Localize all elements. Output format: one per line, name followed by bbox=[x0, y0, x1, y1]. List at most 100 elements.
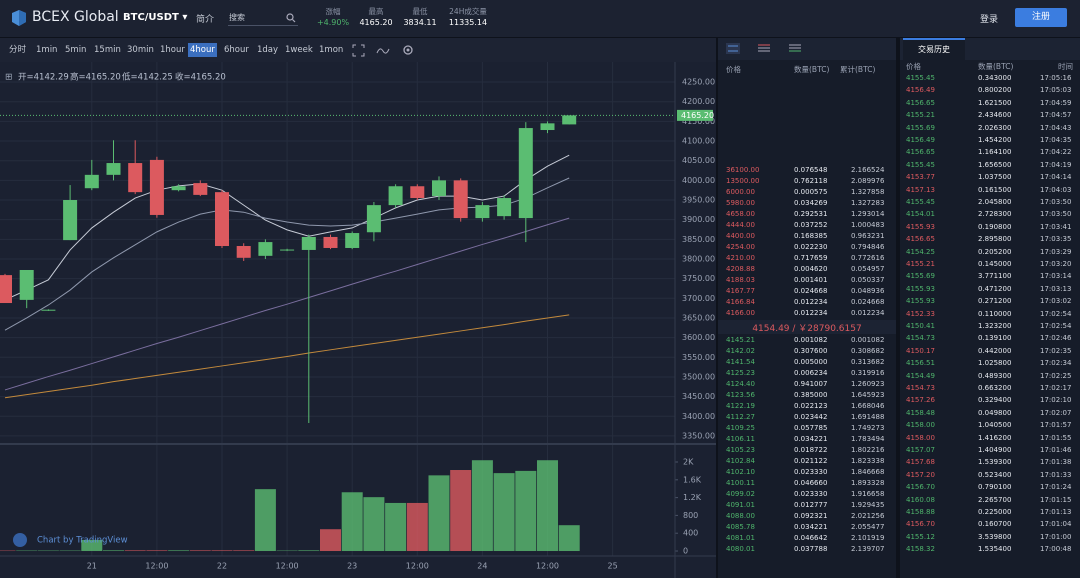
interval-button[interactable]: 分时 bbox=[9, 45, 27, 55]
ask-cell: 4254.00 bbox=[726, 243, 755, 251]
ask-cell: 0.054957 bbox=[851, 265, 885, 273]
interval-button[interactable]: 15min bbox=[94, 45, 121, 55]
view-asks[interactable] bbox=[758, 44, 770, 52]
pair-selector[interactable]: BTC/USDT ▾ bbox=[123, 12, 188, 23]
logo-icon bbox=[12, 10, 26, 26]
bid-cell: 0.001082 bbox=[794, 336, 828, 344]
login[interactable]: 登录 bbox=[980, 15, 999, 25]
trade-tabs: 交易历史 bbox=[900, 38, 1080, 60]
intro-link[interactable]: 简介 bbox=[196, 15, 215, 25]
interval-button[interactable]: 6hour bbox=[224, 45, 249, 55]
volume-tick-label: 1.6K bbox=[683, 475, 702, 484]
trade-tab[interactable]: 交易历史 bbox=[903, 38, 965, 60]
trade-cell: 17:03:20 bbox=[1040, 260, 1072, 268]
interval-button[interactable]: 4hour bbox=[188, 43, 217, 57]
trade-cell: 17:03:29 bbox=[1040, 247, 1072, 256]
trade-cell: 17:01:46 bbox=[1040, 446, 1072, 454]
trade-cell: 1.621500 bbox=[978, 98, 1012, 107]
logo-text[interactable]: BCEX Global bbox=[32, 9, 119, 25]
view-bids[interactable] bbox=[789, 44, 801, 52]
volume-bar bbox=[103, 550, 124, 552]
bid-cell: 4105.23 bbox=[726, 446, 755, 454]
ask-cell: 0.772616 bbox=[851, 254, 885, 262]
trade-cell: 2.895800 bbox=[978, 235, 1012, 244]
trade-cell: 4160.08 bbox=[906, 495, 935, 504]
candle-body bbox=[106, 163, 121, 175]
interval-button[interactable]: 1mon bbox=[319, 45, 344, 55]
candle-body bbox=[540, 123, 555, 131]
trade-cell: 17:01:57 bbox=[1040, 421, 1072, 430]
trade-cell: 0.471200 bbox=[978, 284, 1012, 293]
candle-body bbox=[63, 200, 78, 241]
view-both[interactable] bbox=[726, 43, 740, 54]
bid-cell: 4091.01 bbox=[726, 501, 755, 509]
register-button[interactable]: 注册 bbox=[1015, 8, 1067, 27]
ohlc-icon: ⊞ bbox=[5, 73, 13, 83]
bid-cell: 0.057785 bbox=[794, 424, 828, 432]
trade-cell: 0.139100 bbox=[978, 334, 1012, 343]
y-tick-label: 3900.00 bbox=[682, 215, 715, 224]
bid-cell: 0.307600 bbox=[794, 347, 828, 355]
trade-cell: 17:01:15 bbox=[1040, 495, 1072, 504]
ohlc-text: 开=4142.29 bbox=[18, 73, 69, 83]
toolbar-icons bbox=[352, 44, 413, 57]
bid-cell: 4112.27 bbox=[726, 413, 755, 421]
trade-cell: 17:04:57 bbox=[1040, 111, 1072, 120]
volume-bar bbox=[450, 470, 472, 552]
ask-cell: 4188.03 bbox=[726, 276, 755, 284]
volume-tick-label: 2K bbox=[683, 458, 694, 467]
volume-bar bbox=[537, 460, 558, 552]
y-tick-label: 4150.00 bbox=[682, 117, 715, 126]
volume-bar bbox=[254, 489, 276, 552]
trade-cell: 0.489300 bbox=[978, 371, 1012, 380]
stat-label: 最高 bbox=[368, 7, 384, 16]
interval-button[interactable]: 30min bbox=[127, 45, 154, 55]
bid-cell: 0.308682 bbox=[851, 347, 885, 355]
bid-cell: 1.668046 bbox=[851, 402, 885, 410]
ohlc-text: 高=4165.20 bbox=[70, 72, 121, 83]
trade-cell: 1.416200 bbox=[978, 433, 1012, 442]
volume-bar bbox=[146, 550, 168, 552]
bid-cell: 0.319916 bbox=[851, 369, 885, 377]
column-header: 时间 bbox=[1058, 62, 1073, 71]
trade-cell: 17:03:41 bbox=[1040, 222, 1072, 231]
x-tick-label: 12:00 bbox=[276, 562, 299, 571]
ask-cell: 1.327858 bbox=[851, 188, 885, 196]
column-header: 数量(BTC) bbox=[978, 62, 1014, 71]
trade-cell: 1.539300 bbox=[978, 458, 1012, 467]
pair[interactable]: BTC/USDT bbox=[123, 12, 179, 23]
search-box[interactable]: 搜索 bbox=[228, 10, 298, 26]
candle-body bbox=[345, 233, 360, 248]
ask-cell: 2.089976 bbox=[851, 177, 885, 185]
fullscreen-icon[interactable] bbox=[352, 44, 365, 57]
trade-cell: 17:01:04 bbox=[1040, 520, 1072, 529]
stat-label: 最低 bbox=[412, 7, 428, 16]
trade-cell: 4158.48 bbox=[906, 408, 935, 417]
volume-bar bbox=[493, 473, 515, 552]
trade-cell: 0.049800 bbox=[978, 408, 1012, 417]
interval-button[interactable]: 1hour bbox=[160, 45, 185, 55]
chart-background bbox=[0, 62, 716, 578]
settings-icon[interactable] bbox=[403, 45, 413, 55]
trade-cell: 17:02:54 bbox=[1040, 309, 1072, 318]
trade-cell: 1.164100 bbox=[978, 148, 1012, 157]
ask-cell: 0.004620 bbox=[794, 265, 828, 273]
trade-cell: 0.190800 bbox=[978, 222, 1012, 231]
candle-body bbox=[475, 205, 490, 219]
plot bbox=[0, 115, 580, 552]
trade-cell: 1.025800 bbox=[978, 359, 1012, 368]
bid-cell: 4102.84 bbox=[726, 457, 755, 465]
interval-button[interactable]: 1min bbox=[36, 45, 58, 55]
trade-cell: 4154.73 bbox=[906, 384, 935, 392]
bid-cell: 0.005000 bbox=[794, 358, 828, 366]
last-price-label: 4165.20 bbox=[681, 111, 714, 120]
interval-button[interactable]: 1week bbox=[285, 45, 313, 55]
trade-cell: 0.343000 bbox=[978, 74, 1012, 82]
bid-cell: 4099.02 bbox=[726, 490, 755, 498]
y-tick-label: 4050.00 bbox=[682, 156, 715, 165]
interval-button[interactable]: 5min bbox=[65, 45, 87, 55]
indicator-icon[interactable] bbox=[376, 48, 390, 54]
interval-button[interactable]: 1day bbox=[257, 45, 279, 55]
ask-cell: 4658.00 bbox=[726, 210, 755, 218]
bid-cell: 1.846668 bbox=[851, 468, 885, 476]
